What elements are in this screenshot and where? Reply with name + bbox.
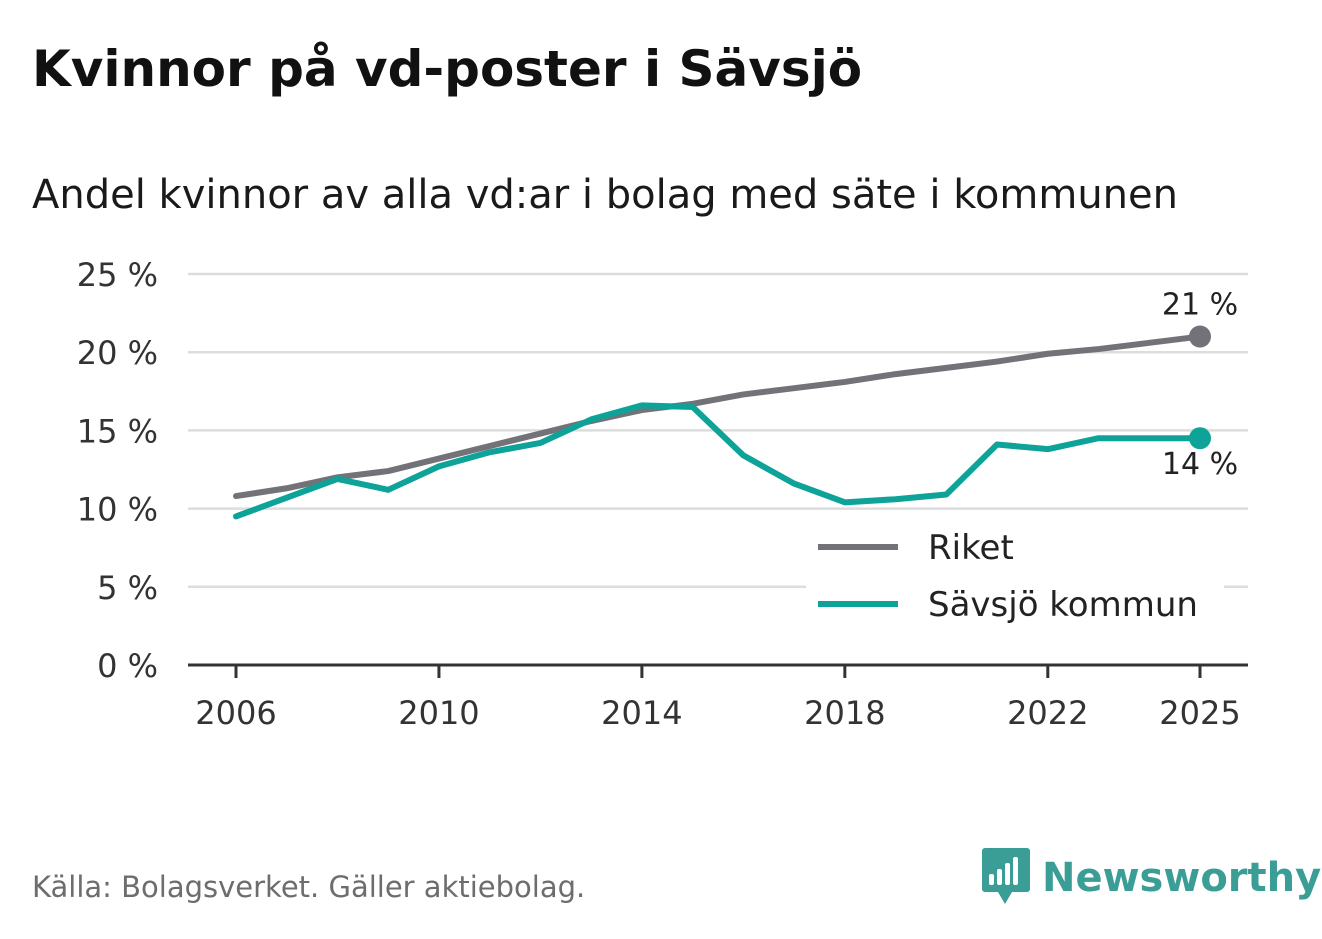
y-axis-ticks: 0 % 5 % 10 % 15 % 20 % 25 % <box>77 256 158 685</box>
x-axis-ticks: 2006 2010 2014 2018 2022 2025 <box>195 665 1241 732</box>
x-tick-label: 2022 <box>1007 694 1088 732</box>
legend-label-kommun: Sävsjö kommun <box>928 585 1198 625</box>
y-tick-label: 20 % <box>77 334 158 372</box>
y-tick-label: 10 % <box>77 491 158 529</box>
x-tick-label: 2014 <box>601 694 682 732</box>
y-tick-label: 0 % <box>97 647 158 685</box>
end-labels: 21 % 14 % <box>1162 288 1238 483</box>
end-marker-kommun <box>1189 427 1211 450</box>
end-marker-riket <box>1189 325 1211 348</box>
brand-logo[interactable]: Newsworthy <box>982 848 1321 908</box>
x-tick-label: 2025 <box>1159 694 1240 732</box>
newsworthy-logo-icon <box>982 848 1030 904</box>
y-tick-label: 5 % <box>97 569 158 607</box>
end-label-riket: 21 % <box>1162 288 1238 323</box>
x-tick-label: 2010 <box>398 694 479 732</box>
source-note: Källa: Bolagsverket. Gäller aktiebolag. <box>32 870 586 904</box>
chart-title: Kvinnor på vd-poster i Sävsjö <box>32 40 863 98</box>
legend-background <box>806 522 1224 640</box>
end-label-kommun: 14 % <box>1162 447 1238 482</box>
x-tick-label: 2006 <box>195 694 276 732</box>
chart-subtitle: Andel kvinnor av alla vd:ar i bolag med … <box>32 172 1178 218</box>
legend-label-riket: Riket <box>928 528 1014 568</box>
legend: Riket Sävsjö kommun <box>806 522 1224 640</box>
brand-name: Newsworthy <box>1042 855 1322 901</box>
series-lines <box>233 325 1211 520</box>
series-line-kommun <box>233 402 1203 520</box>
line-chart: 0 %5 %10 %15 %20 %25 % 2006 2010 2014 2018 2… <box>77 256 1248 732</box>
x-tick-label: 2018 <box>804 694 885 732</box>
y-tick-label: 25 % <box>77 256 158 294</box>
y-tick-label: 15 % <box>77 412 158 450</box>
series-line-riket <box>233 333 1203 500</box>
